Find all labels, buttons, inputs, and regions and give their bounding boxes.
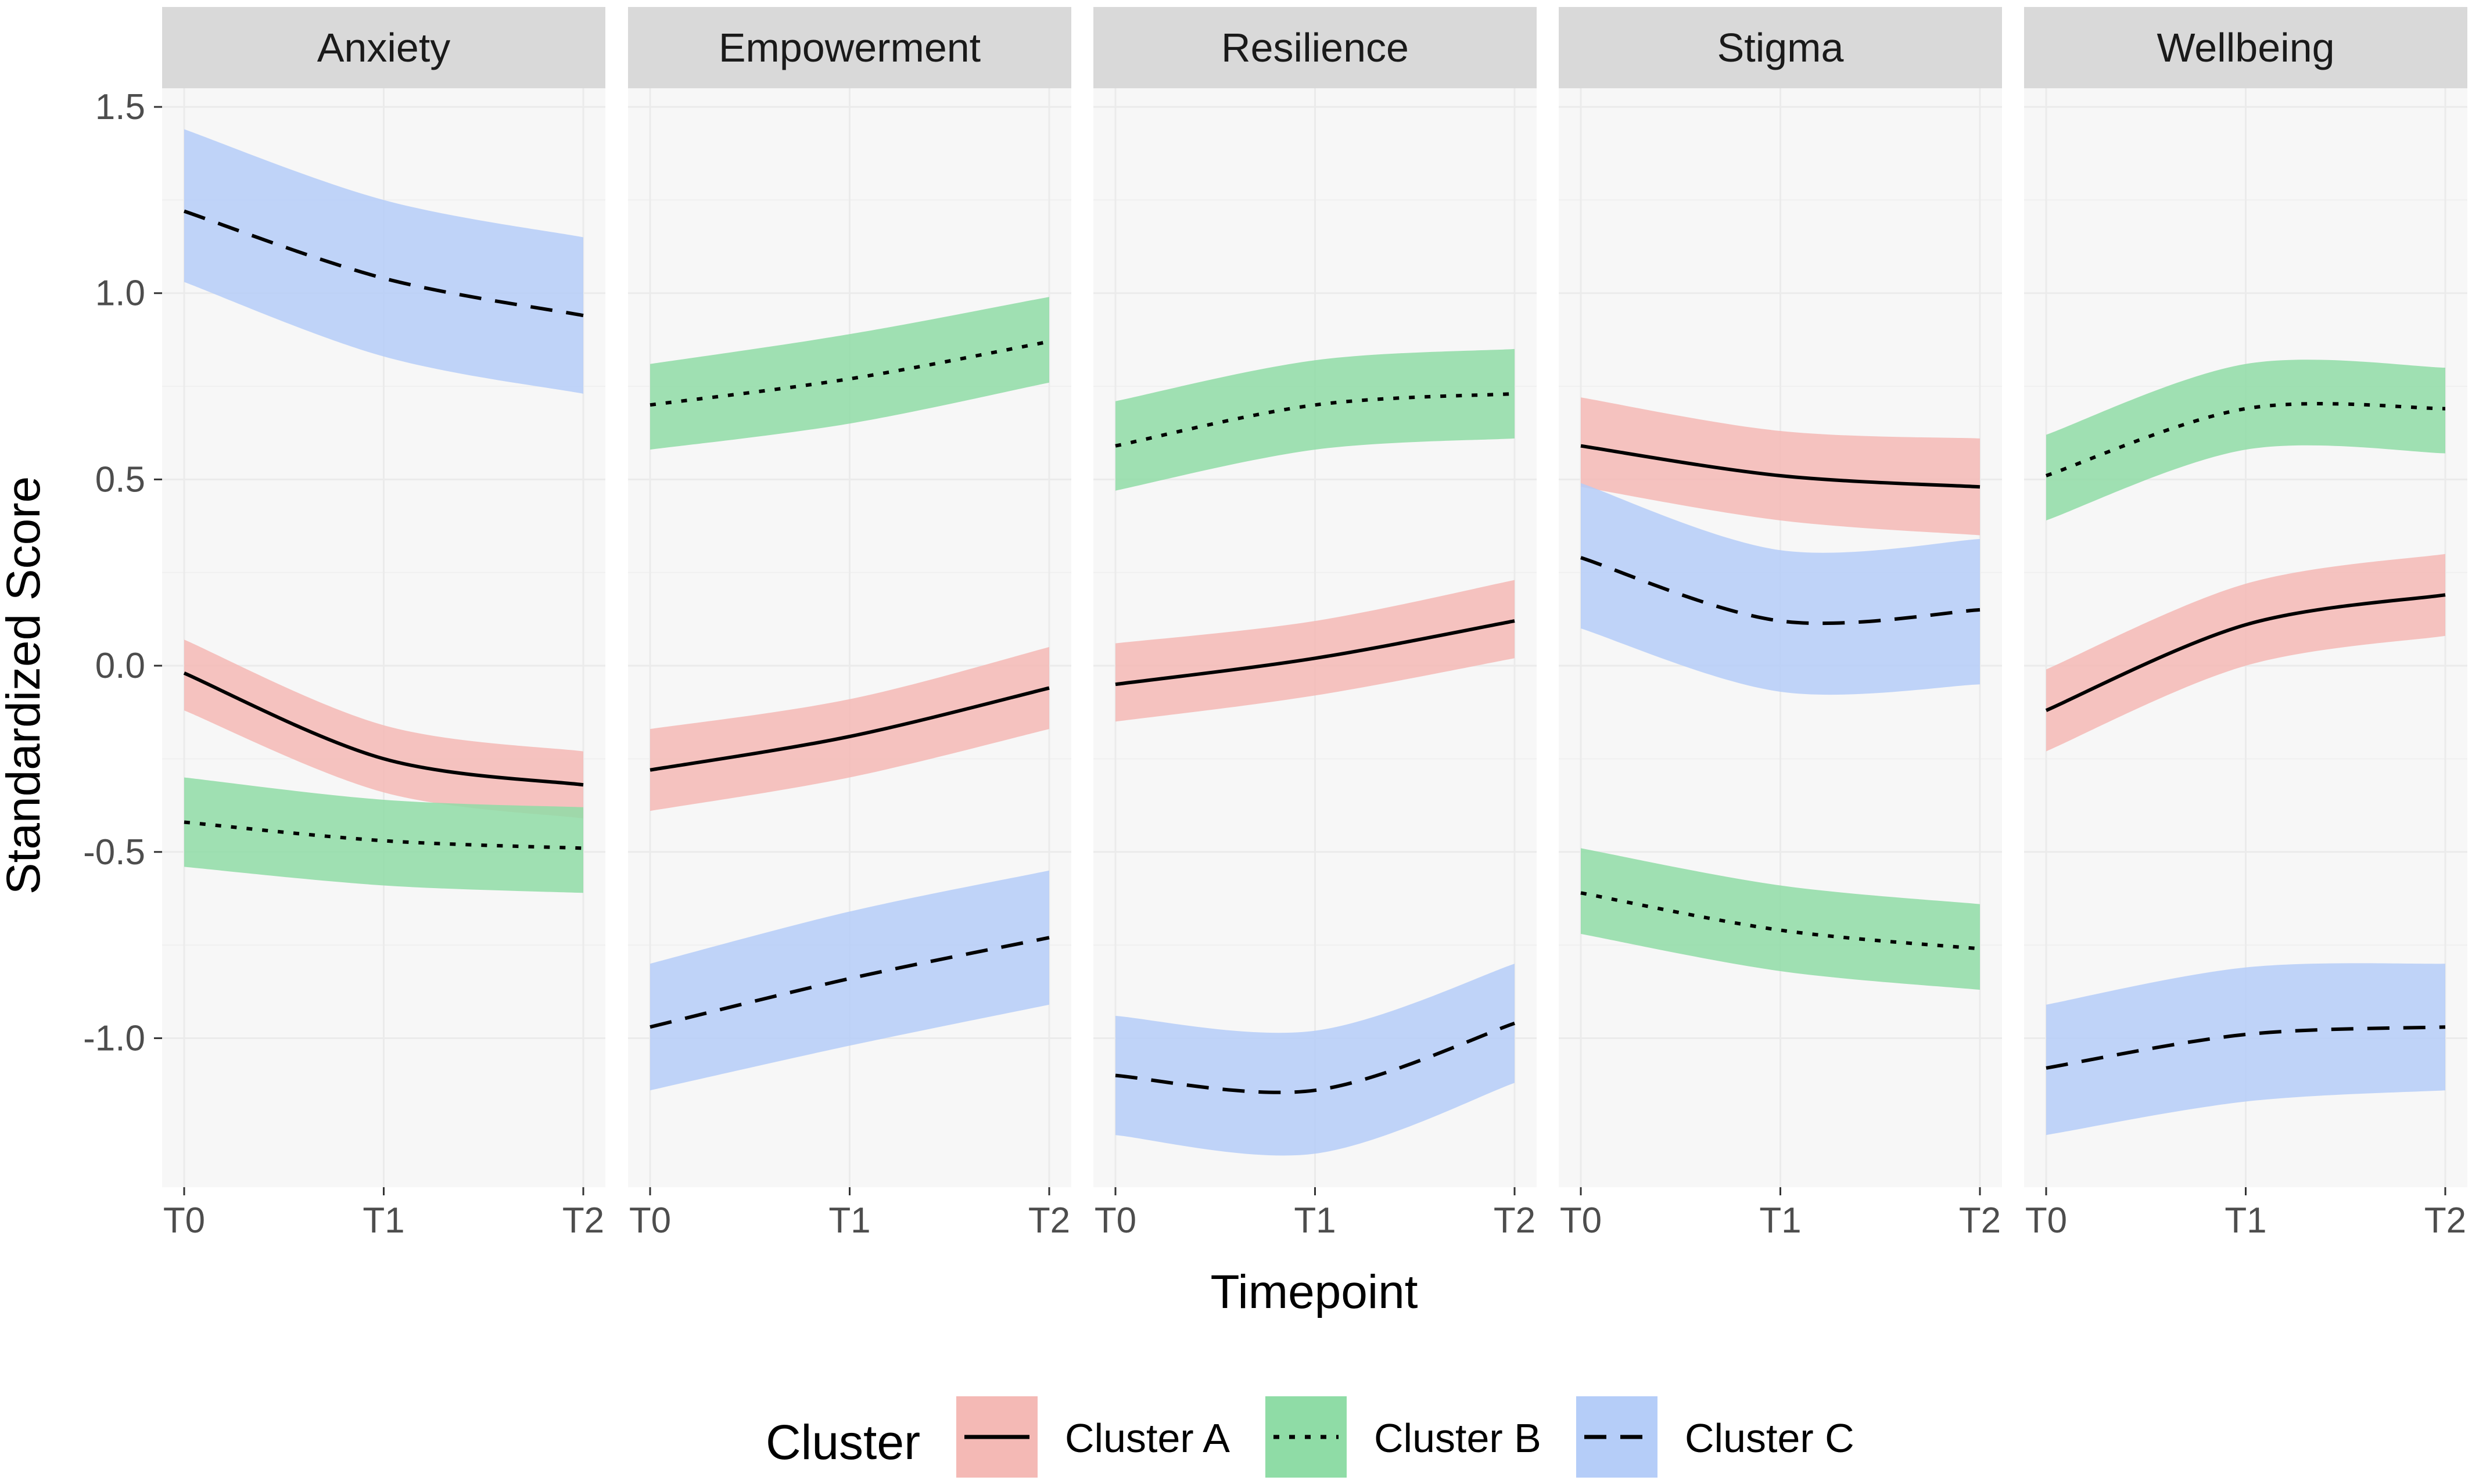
x-tick-label: T2 (1028, 1201, 1070, 1241)
x-tick-label: T2 (2424, 1201, 2466, 1241)
y-axis-title: Standardized Score (0, 476, 50, 894)
facet-strip-label: Resilience (1221, 25, 1409, 70)
ribbon-cluster-a (184, 639, 583, 819)
ribbon-cluster-b (1581, 848, 1980, 990)
facet-strip (162, 7, 605, 88)
ribbon-cluster-a (1581, 397, 1980, 536)
legend-label: Cluster A (1065, 1415, 1230, 1461)
y-tick-label: -0.5 (83, 832, 145, 872)
legend-title: Cluster (766, 1415, 920, 1469)
legend-entry-cluster-b: Cluster B (1265, 1396, 1541, 1478)
line-cluster-a (650, 686, 1050, 772)
line-cluster-a (1580, 444, 1981, 489)
ribbon-cluster-a (2046, 554, 2445, 752)
line-cluster-c (1115, 1021, 1515, 1094)
facet-strip-label: Empowerment (719, 25, 981, 70)
line-cluster-c (184, 209, 584, 318)
y-tick-label: -1.0 (83, 1018, 145, 1058)
facet-strip (1093, 7, 1537, 88)
x-tick-label: T0 (1560, 1201, 1602, 1241)
line-cluster-c (2046, 1025, 2446, 1070)
ribbon-cluster-a (1115, 580, 1515, 722)
facet-wellbeing: Wellbeing T0 T1 T2 (2024, 7, 2467, 1241)
x-tick-label: T0 (629, 1201, 671, 1241)
x-tick-label: T1 (828, 1201, 870, 1241)
y-axis-ticks: -1.0 -0.5 0.0 0.5 1.0 1.5 (83, 87, 162, 1058)
ribbon-cluster-c (650, 870, 1049, 1091)
ribbon-cluster-b (184, 777, 583, 893)
x-tick-label: T1 (1759, 1201, 1801, 1241)
ribbon-cluster-b (1115, 348, 1515, 491)
y-tick-label: 1.5 (95, 87, 145, 127)
facet-empowerment: Empowerment T0 T1 T2 (628, 7, 1071, 1241)
x-tick-label: T2 (1959, 1201, 2001, 1241)
facet-anxiety: Anxiety T0 T1 T2 (162, 7, 605, 1241)
line-cluster-c (650, 936, 1050, 1029)
ribbon-cluster-b (650, 297, 1049, 450)
facet-resilience: Resilience T0 T1 T2 (1093, 7, 1537, 1241)
legend-entries: Cluster A Cluster B Cluster C (956, 1396, 1854, 1478)
ribbon-cluster-c (1115, 964, 1515, 1156)
line-cluster-b (184, 820, 584, 850)
facet-strip-label: Wellbeing (2157, 25, 2334, 70)
facet-strip (1559, 7, 2002, 88)
line-cluster-c (1580, 556, 1981, 626)
x-tick-label: T1 (363, 1201, 404, 1241)
x-tick-label: T0 (163, 1201, 205, 1241)
line-cluster-b (1115, 391, 1515, 448)
line-cluster-b (1580, 891, 1981, 951)
y-tick-label: 0.0 (95, 646, 145, 686)
facet-strip (2024, 7, 2467, 88)
x-tick-label: T0 (2025, 1201, 2067, 1241)
legend-entry-cluster-c: Cluster C (1576, 1396, 1854, 1478)
x-tick-label: T2 (1494, 1201, 1535, 1241)
y-tick-label: 0.5 (95, 459, 145, 500)
line-cluster-a (183, 671, 584, 787)
facet-strip-label: Stigma (1717, 25, 1844, 70)
ribbon-cluster-c (184, 129, 583, 394)
line-cluster-a (1115, 619, 1515, 687)
y-tick-label: 1.0 (95, 274, 145, 314)
line-cluster-b (650, 340, 1050, 407)
line-cluster-a (2045, 593, 2446, 712)
facet-stigma: Stigma T0 T1 T2 (1559, 7, 2002, 1241)
line-cluster-b (2046, 402, 2446, 477)
ribbon-cluster-a (650, 647, 1049, 811)
facet-strip (628, 7, 1071, 88)
x-tick-label: T1 (1294, 1201, 1336, 1241)
ribbon-cluster-c (1581, 483, 1980, 695)
legend-entry-cluster-a: Cluster A (956, 1396, 1230, 1478)
legend: Cluster Cluster A Cluster B Cluster C (766, 1396, 1854, 1478)
x-tick-label: T0 (1095, 1201, 1136, 1241)
x-axis-title: Timepoint (1211, 1266, 1418, 1318)
x-tick-label: T2 (562, 1201, 604, 1241)
legend-label: Cluster C (1685, 1415, 1854, 1461)
legend-label: Cluster B (1374, 1415, 1541, 1461)
ribbon-cluster-c (2046, 963, 2445, 1136)
ribbon-cluster-b (2046, 360, 2445, 520)
facet-strip-label: Anxiety (317, 25, 451, 70)
x-tick-label: T1 (2225, 1201, 2266, 1241)
